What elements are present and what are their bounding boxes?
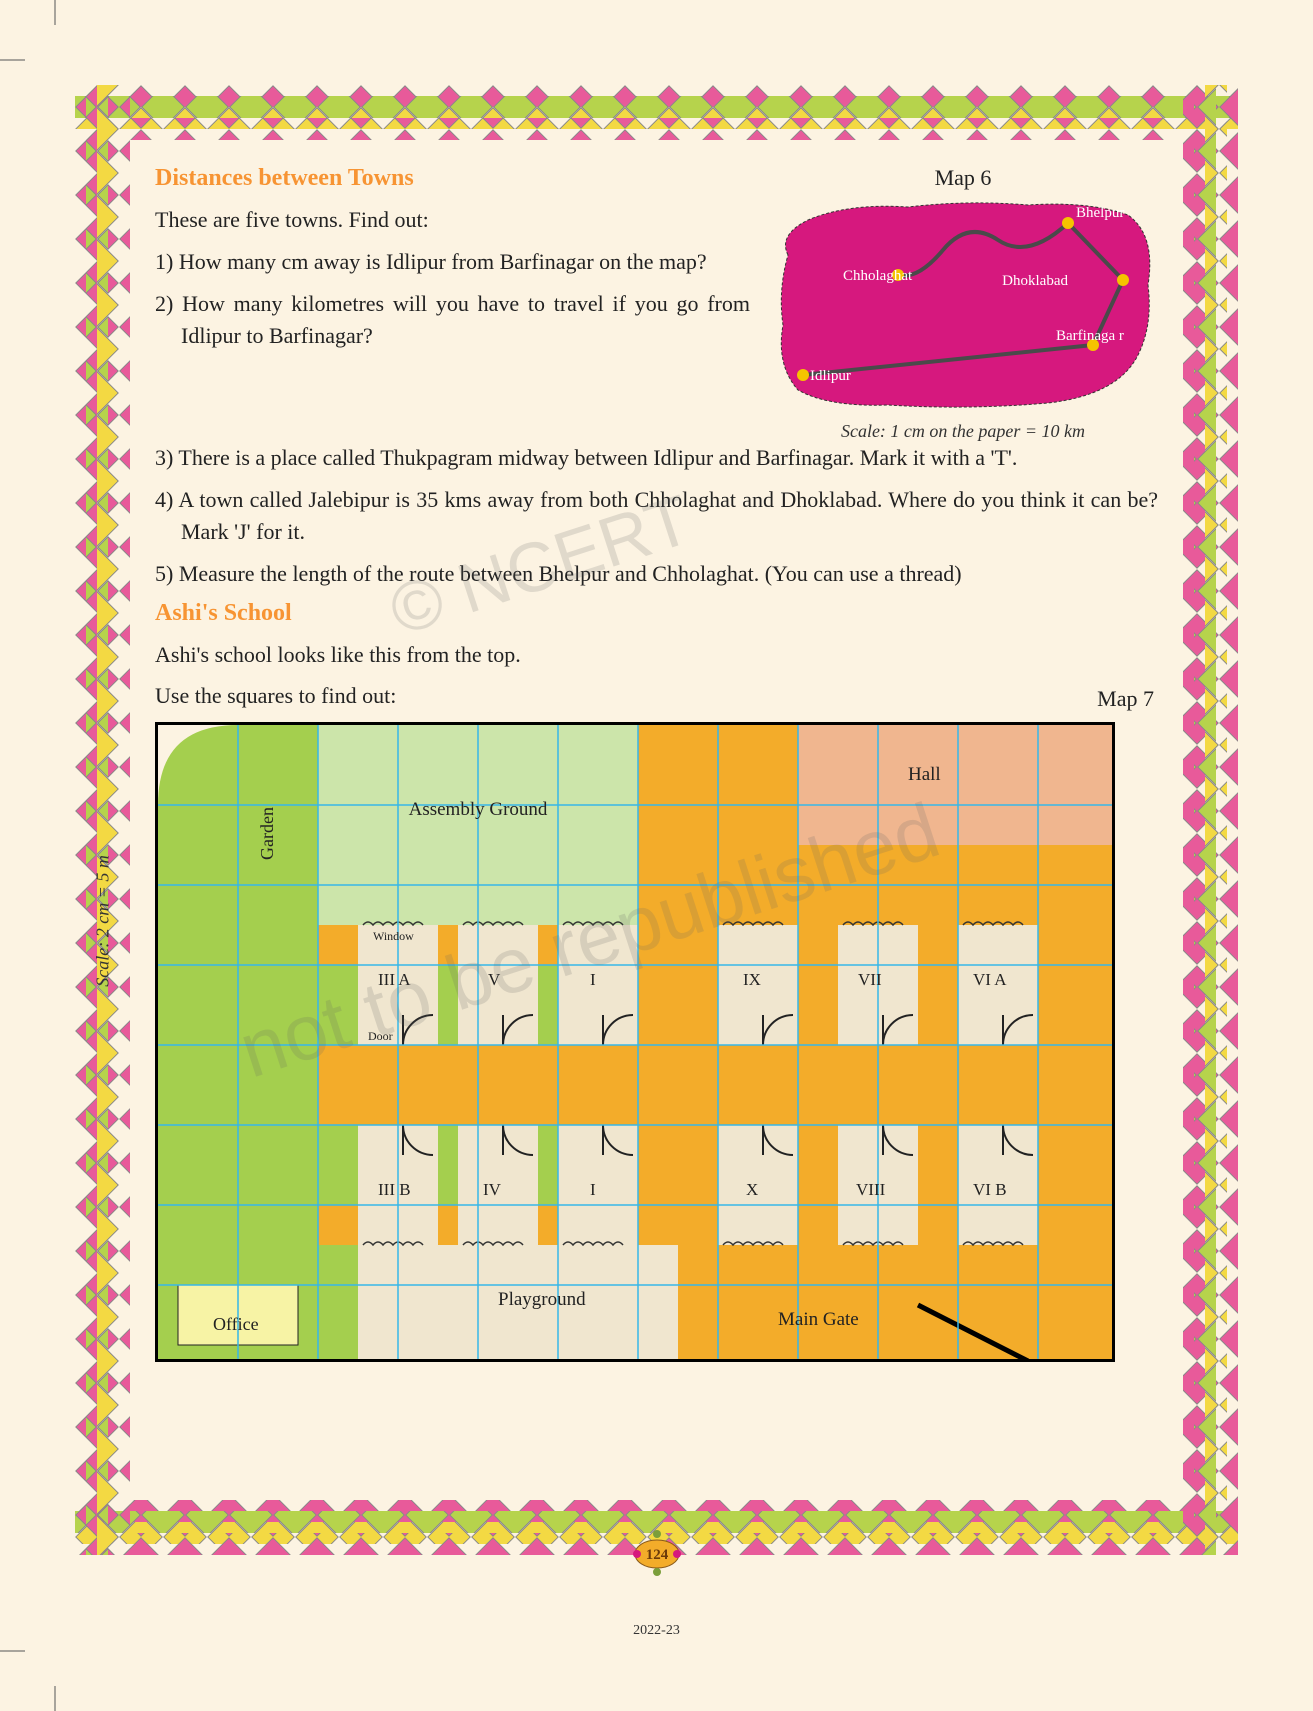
map7: Garden Assembly Ground Hall Window Door …	[155, 722, 1115, 1362]
town-dhoklabad: Dhoklabad	[1002, 273, 1068, 289]
ashi-intro: Ashi's school looks like this from the t…	[155, 639, 1158, 671]
svg-text:IX: IX	[743, 970, 761, 989]
question-2: 2) How many kilometres will you have to …	[155, 288, 750, 352]
label-playground: Playground	[498, 1289, 586, 1310]
map6-title: Map 6	[768, 165, 1158, 191]
svg-text:VII: VII	[858, 970, 882, 989]
svg-text:III A: III A	[378, 970, 411, 989]
footer-year: 2022-23	[633, 1623, 680, 1639]
section-heading-ashi: Ashi's School	[155, 600, 1158, 627]
label-assembly: Assembly Ground	[409, 799, 548, 820]
svg-text:V: V	[488, 970, 501, 989]
map7-scale: Scale: 2 cm = 5 m	[93, 855, 114, 987]
map6: Bhelpur Dhoklabad Barfinaga r Idlipur Ch…	[768, 195, 1158, 415]
svg-text:IV: IV	[483, 1180, 502, 1199]
svg-text:VI A: VI A	[973, 970, 1007, 989]
svg-text:III B: III B	[378, 1180, 411, 1199]
svg-text:X: X	[746, 1180, 758, 1199]
svg-text:VI B: VI B	[973, 1180, 1007, 1199]
town-barfinagar: Barfinaga r	[1056, 328, 1124, 344]
label-door: Door	[368, 1029, 393, 1043]
map7-title: Map 7	[1097, 686, 1158, 712]
town-bhelpur: Bhelpur	[1076, 205, 1124, 221]
label-hall: Hall	[908, 764, 941, 785]
label-office: Office	[213, 1314, 259, 1334]
page-number: 124	[645, 1547, 668, 1563]
label-garden: Garden	[257, 807, 277, 860]
page-number-badge: 124	[627, 1526, 687, 1576]
svg-text:I: I	[590, 970, 596, 989]
question-5: 5) Measure the length of the route betwe…	[155, 558, 1158, 590]
intro-text: These are five towns. Find out:	[155, 204, 750, 236]
svg-text:I: I	[590, 1180, 596, 1199]
label-main-gate: Main Gate	[778, 1309, 859, 1330]
town-idlipur: Idlipur	[810, 368, 851, 384]
section-heading-distances: Distances between Towns	[155, 165, 750, 192]
question-1: 1) How many cm away is Idlipur from Barf…	[155, 246, 750, 278]
svg-text:VIII: VIII	[856, 1180, 886, 1199]
town-chholaghat: Chholaghat	[843, 268, 913, 284]
map6-scale: Scale: 1 cm on the paper = 10 km	[768, 421, 1158, 442]
question-4: 4) A town called Jalebipur is 35 kms awa…	[155, 484, 1158, 548]
label-window: Window	[373, 929, 414, 943]
question-3: 3) There is a place called Thukpagram mi…	[155, 442, 1158, 474]
map7-container: Scale: 2 cm = 5 m	[155, 722, 1158, 1362]
ashi-sub: Use the squares to find out:	[155, 680, 396, 712]
